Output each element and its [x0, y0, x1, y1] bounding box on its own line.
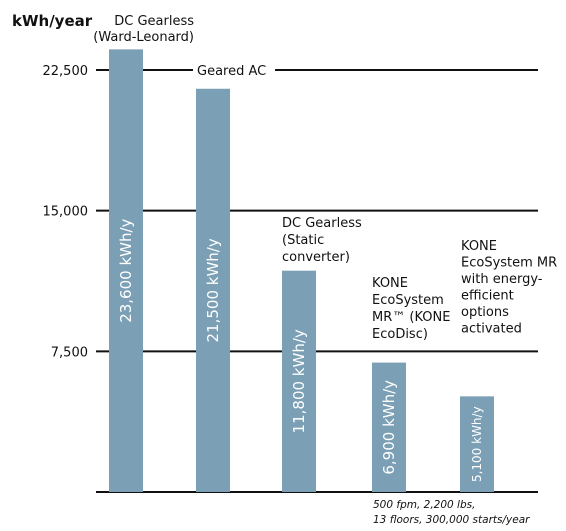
bar-data-label: 6,900 kWh/y [380, 380, 398, 475]
category-label: converter) [282, 250, 350, 265]
y-tick-label: 22,500 [43, 64, 89, 79]
y-tick-label: 7,500 [51, 345, 88, 360]
bar [196, 88, 230, 492]
bar [460, 396, 494, 492]
category-label: with energy- [461, 272, 543, 287]
bar [372, 362, 406, 492]
category-label: Geared AC [197, 64, 266, 79]
label-knockout [193, 63, 275, 80]
bars [109, 49, 494, 492]
category-label: DC Gearless [114, 14, 194, 29]
category-label: EcoDisc) [372, 327, 428, 342]
bar [109, 49, 143, 492]
y-axis-title: kWh/year [12, 12, 93, 30]
footnote: 500 fpm, 2,200 lbs, [373, 499, 475, 511]
category-label: KONE [372, 276, 408, 291]
category-label: activated [461, 322, 522, 337]
category-label: EcoSystem MR [461, 256, 557, 271]
category-label: KONE [461, 239, 497, 254]
footnote: 13 floors, 300,000 starts/year [373, 514, 530, 526]
bar-data-label: 5,100 kWh/y [470, 406, 484, 482]
category-label: options [461, 305, 509, 320]
category-label: (Ward-Leonard) [93, 30, 194, 45]
labels: 22,500 15,000 7,500 23,600 kWh/y 21,500 kWh/… [43, 14, 558, 526]
bar-data-label: 11,800 kWh/y [290, 329, 308, 433]
bar [282, 270, 316, 492]
category-label: MR™ (KONE [372, 310, 450, 325]
category-label: efficient [461, 289, 514, 304]
bar-data-label: 21,500 kWh/y [204, 238, 222, 342]
category-label: EcoSystem [372, 293, 444, 308]
y-tick-label: 15,000 [43, 205, 89, 220]
category-label: DC Gearless [282, 216, 362, 231]
bar-data-label: 23,600 kWh/y [117, 218, 135, 322]
category-label: (Static [282, 233, 324, 248]
